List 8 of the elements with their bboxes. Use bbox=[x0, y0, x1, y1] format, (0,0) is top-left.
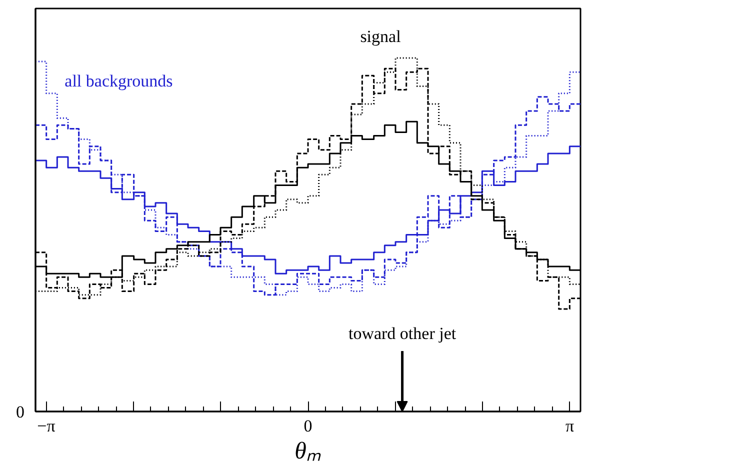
x-tick-label: −π bbox=[37, 416, 56, 436]
annotation: toward other jet bbox=[348, 324, 456, 343]
text: 0 bbox=[16, 402, 24, 422]
x-tick-label: π bbox=[566, 416, 575, 436]
x-axis-title: θₘ bbox=[294, 438, 322, 464]
x-tick-label: 0 bbox=[304, 416, 312, 436]
annotation: all backgrounds bbox=[64, 72, 173, 91]
text: signal bbox=[360, 27, 402, 46]
